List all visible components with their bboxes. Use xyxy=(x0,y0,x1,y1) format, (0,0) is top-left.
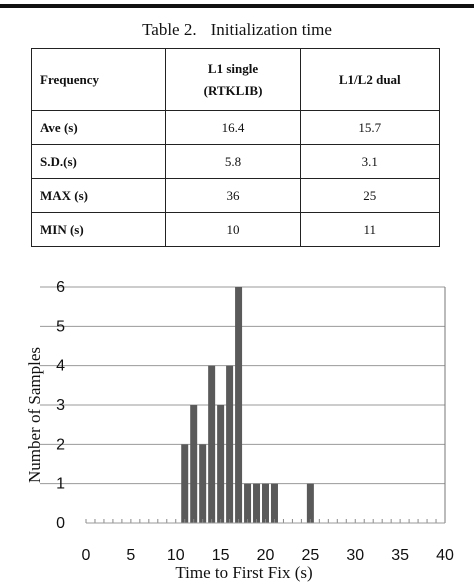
bar xyxy=(226,365,234,523)
table-row: S.D.(s) 5.8 3.1 xyxy=(30,144,441,179)
x-tick-label: 15 xyxy=(212,547,230,564)
row-label: MIN (s) xyxy=(30,212,167,247)
y-tick-label: 2 xyxy=(56,436,65,453)
chart-minor-ticks xyxy=(85,519,446,523)
table-caption-number: Table 2. xyxy=(142,20,197,39)
cell-l1l2-dual: 25 xyxy=(299,178,441,213)
x-tick-labels: 0 5 10 15 20 25 30 35 40 xyxy=(82,547,454,564)
cell-l1l2-dual: 3.1 xyxy=(299,144,441,179)
y-tick-label: 3 xyxy=(56,397,65,414)
ttff-histogram-chart: 0 1 2 3 4 5 6 0 5 10 15 20 25 30 35 40 Time to First F… xyxy=(25,279,454,582)
cell-l1l2-dual: 15.7 xyxy=(299,110,441,145)
x-tick-label: 0 xyxy=(82,547,91,564)
x-axis-title: Time to First Fix (s) xyxy=(175,563,312,582)
bar xyxy=(244,483,252,523)
bar xyxy=(190,405,198,523)
x-tick-label: 10 xyxy=(167,547,185,564)
cell-l1-single: 5.8 xyxy=(165,144,301,179)
bar xyxy=(261,483,270,523)
bar xyxy=(217,405,225,523)
header-l1-single-line2: (RTKLIB) xyxy=(203,82,263,98)
bar xyxy=(270,483,278,523)
y-tick-label: 0 xyxy=(56,515,65,532)
top-rule xyxy=(0,4,474,8)
bar xyxy=(199,444,207,523)
chart-bars xyxy=(181,287,314,523)
row-label: Ave (s) xyxy=(30,110,167,145)
y-axis-title: Number of Samples xyxy=(25,347,44,483)
table-header-row: Frequency L1 single (RTKLIB) L1/L2 dual xyxy=(30,48,441,111)
header-l1-single-line1: L1 single xyxy=(207,60,259,76)
y-tick-label: 5 xyxy=(56,318,65,335)
bar xyxy=(208,365,216,523)
x-tick-label: 25 xyxy=(301,547,319,564)
header-l1-single: L1 single (RTKLIB) xyxy=(165,48,301,111)
cell-l1l2-dual: 11 xyxy=(299,212,441,247)
row-label: MAX (s) xyxy=(30,178,167,213)
x-tick-label: 40 xyxy=(436,547,454,564)
table-row: MIN (s) 10 11 xyxy=(30,212,441,247)
x-tick-label: 20 xyxy=(257,547,275,564)
table-row: MAX (s) 36 25 xyxy=(30,178,441,213)
initialization-time-table: Frequency L1 single (RTKLIB) L1/L2 dual … xyxy=(30,48,441,247)
header-frequency: Frequency xyxy=(30,48,167,111)
x-tick-label: 5 xyxy=(126,547,135,564)
table-caption-title: Initialization time xyxy=(210,20,332,39)
x-tick-label: 30 xyxy=(346,547,364,564)
x-tick-label: 35 xyxy=(391,547,409,564)
table-caption: Table 2. Initialization time xyxy=(0,20,474,40)
chart-grid xyxy=(40,286,445,485)
bar xyxy=(253,483,261,523)
bar xyxy=(306,483,314,523)
y-tick-label: 6 xyxy=(56,279,65,296)
cell-l1-single: 10 xyxy=(165,212,301,247)
table-row: Ave (s) 16.4 15.7 xyxy=(30,110,441,145)
row-label: S.D.(s) xyxy=(30,144,167,179)
cell-l1-single: 36 xyxy=(165,178,301,213)
bar xyxy=(235,287,243,523)
y-tick-label: 1 xyxy=(56,476,65,493)
header-l1l2-dual: L1/L2 dual xyxy=(299,48,441,111)
y-tick-label: 4 xyxy=(56,358,65,375)
y-tick-labels: 0 1 2 3 4 5 6 xyxy=(56,279,65,532)
bar xyxy=(181,444,189,523)
cell-l1-single: 16.4 xyxy=(165,110,301,145)
chart-frame xyxy=(86,287,446,524)
